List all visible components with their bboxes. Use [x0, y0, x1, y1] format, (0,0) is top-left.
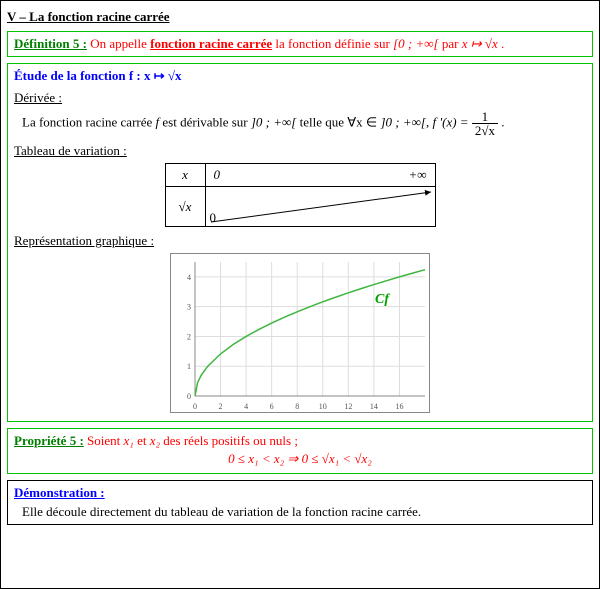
definition-text-map: par [439, 36, 462, 51]
d-lhs: f '(x) = [432, 114, 471, 129]
vt-x-right: +∞ [408, 167, 426, 183]
svg-text:3: 3 [187, 303, 191, 312]
vt-x-left: 0 [214, 167, 221, 183]
d-t1: La fonction racine carrée [22, 114, 156, 129]
chart-curve-label: Cf [375, 292, 389, 308]
d-dom: ]0 ; +∞[ [251, 114, 297, 129]
derivative-text: La fonction racine carrée f est dérivabl… [22, 110, 586, 137]
frac-den: 2√x [472, 124, 498, 137]
definition-map: x ↦ √x [462, 36, 498, 51]
svg-text:0: 0 [187, 392, 191, 401]
p-t2: des réels positifs ou nuls ; [160, 433, 298, 448]
pf-lhs: 0 ≤ x₁ < x₂ [228, 451, 284, 466]
svg-text:2: 2 [187, 332, 191, 341]
p-and: et [134, 433, 150, 448]
vt-x-range: 0 +∞ [205, 164, 435, 187]
d-t3: telle que ∀x ∈ [296, 114, 380, 129]
svg-text:6: 6 [270, 402, 274, 411]
study-heading-text: Étude de la fonction f : x ↦ √x [14, 68, 182, 83]
demo-box: Démonstration : Elle découle directement… [7, 480, 593, 525]
chart-svg: 024681012141601234 [171, 254, 431, 414]
definition-box: Définition 5 : On appelle fonction racin… [7, 31, 593, 57]
derivative-fraction: 12√x [472, 110, 498, 137]
vt-arrow-svg [206, 187, 436, 227]
svg-text:10: 10 [319, 402, 327, 411]
pf-arrow: ⇒ [284, 451, 301, 466]
property-box: Propriété 5 : Soient x₁ et x₂ des réels … [7, 428, 593, 474]
vt-x-head: x [165, 164, 205, 187]
d-period: . [498, 114, 505, 129]
definition-domain: [0 ; +∞[ [393, 36, 439, 51]
derivative-heading: Dérivée : [14, 90, 586, 106]
definition-text-bold: fonction racine carrée [150, 36, 272, 51]
variation-heading: Tableau de variation : [14, 143, 586, 159]
svg-text:16: 16 [395, 402, 403, 411]
demo-text: Elle découle directement du tableau de v… [22, 504, 586, 520]
frac-num: 1 [472, 110, 498, 124]
chart: 024681012141601234 Cf [170, 253, 430, 413]
definition-text: On appelle fonction racine carrée la fon… [90, 36, 504, 51]
definition-text-before: On appelle [90, 36, 150, 51]
d-dom2: ]0 ; +∞[ [380, 114, 426, 129]
study-box: Étude de la fonction f : x ↦ √x Dérivée … [7, 63, 593, 422]
definition-text-after: la fonction définie sur [272, 36, 393, 51]
property-text: Soient x₁ et x₂ des réels positifs ou nu… [87, 433, 298, 448]
svg-text:1: 1 [187, 362, 191, 371]
variation-table: x 0 +∞ √x 0 [165, 163, 436, 227]
property-formula: 0 ≤ x₁ < x₂ ⇒ 0 ≤ √x₁ < √x₂ [14, 451, 586, 467]
p-x1: x₁ [124, 433, 134, 448]
property-label: Propriété 5 : [14, 433, 84, 448]
d-t2: est dérivable sur [159, 114, 251, 129]
p-x2: x₂ [150, 433, 160, 448]
svg-text:4: 4 [187, 273, 191, 282]
svg-text:2: 2 [219, 402, 223, 411]
study-heading: Étude de la fonction f : x ↦ √x [14, 68, 586, 84]
vt-arrow-cell: 0 [205, 187, 435, 227]
pf-rhs: 0 ≤ √x₁ < √x₂ [302, 451, 372, 466]
demo-label: Démonstration : [14, 485, 586, 501]
svg-text:0: 0 [193, 402, 197, 411]
vt-bottom: 0 [210, 210, 217, 226]
page-title: V – La fonction racine carrée [7, 9, 593, 25]
definition-text-end: . [498, 36, 505, 51]
page: V – La fonction racine carrée Définition… [0, 0, 600, 589]
vt-fx-head: √x [165, 187, 205, 227]
svg-text:14: 14 [370, 402, 378, 411]
graph-heading: Représentation graphique : [14, 233, 586, 249]
svg-text:12: 12 [344, 402, 352, 411]
svg-text:4: 4 [244, 402, 248, 411]
svg-text:8: 8 [295, 402, 299, 411]
p-t1: Soient [87, 433, 123, 448]
definition-label: Définition 5 : [14, 36, 87, 51]
